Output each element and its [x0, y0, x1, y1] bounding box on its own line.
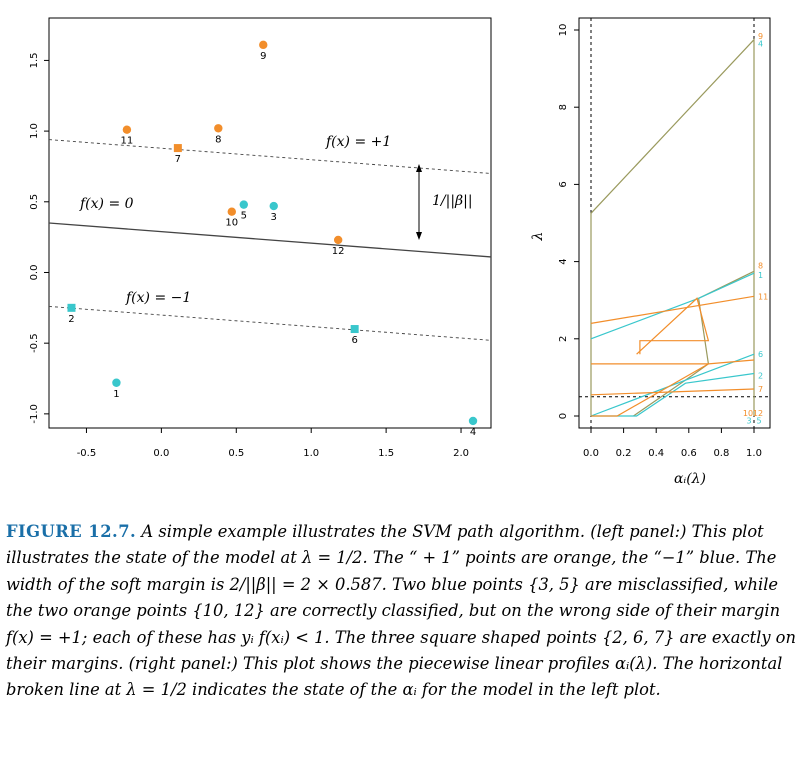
right-x-tick-label: 0.0 [583, 448, 599, 459]
alpha-profile-9 [591, 363, 709, 417]
right-x-axis: 0.0 0.2 0.4 0.6 0.8 1.0 [583, 428, 762, 459]
left-decision-lines: f(x) = +1 f(x) = 0 f(x) = −1 [48, 134, 492, 341]
left-y-axis: -1.0 -0.5 0.0 0.5 1.0 1.5 [29, 52, 49, 424]
end-label-7: 7 [758, 385, 763, 394]
end-label-5: 5 [756, 417, 761, 426]
decision-line-label-1: f(x) = 0 [79, 196, 134, 212]
end-label-3: 3 [746, 417, 751, 426]
point-label-4: 4 [470, 427, 476, 438]
right-reference-lines [579, 18, 770, 428]
left-y-tick-label: 1.5 [29, 52, 40, 68]
margin-arrow [416, 164, 422, 240]
right-y-tick-label: 0 [558, 413, 569, 419]
point-label-3: 3 [271, 212, 277, 223]
end-label-11: 11 [758, 292, 768, 301]
point-10 [227, 207, 236, 216]
decision-line-label-0: f(x) = +1 [325, 134, 391, 150]
right-x-tick-label: 0.6 [681, 448, 697, 459]
decision-line-label-2: f(x) = −1 [125, 290, 191, 306]
decision-line-2 [48, 305, 492, 341]
right-x-tick-label: 0.2 [616, 448, 632, 459]
point-label-11: 11 [121, 136, 134, 147]
alpha-profile-1 [633, 270, 755, 417]
alpha-profile-8 [590, 295, 755, 324]
point-9 [259, 40, 268, 50]
end-label-10: 10 [743, 409, 753, 418]
alpha-profile-7 [636, 297, 710, 355]
alpha-profile-3 [590, 353, 755, 417]
right-x-tick-label: 1.0 [746, 448, 762, 459]
point-label-12: 12 [332, 246, 345, 257]
right-x-tick-label: 0.8 [713, 448, 729, 459]
point-12 [333, 235, 343, 245]
margin-label: 1/||β|| [432, 193, 473, 209]
point-11 [122, 125, 132, 134]
left-y-tick-label: 0.5 [29, 194, 40, 210]
left-x-tick-label: 2.0 [453, 448, 469, 459]
figure-caption: FIGURE 12.7. A simple example illustrate… [6, 519, 796, 704]
right-plot-frame [578, 17, 771, 429]
right-x-tick-label: 0.4 [648, 448, 664, 459]
left-x-tick-label: 0.0 [153, 448, 169, 459]
alpha-profile-2 [591, 372, 755, 417]
point-label-8: 8 [215, 134, 221, 145]
right-y-tick-label: 10 [558, 24, 569, 37]
left-x-tick-label: 1.5 [378, 448, 394, 459]
left-x-tick-label: -0.5 [77, 448, 97, 459]
left-y-tick-label: 1.0 [29, 123, 40, 139]
end-label-1: 1 [758, 271, 763, 280]
end-label-8: 8 [758, 261, 763, 270]
right-y-tick-label: 8 [558, 104, 569, 110]
left-x-tick-label: 1.0 [303, 448, 319, 459]
right-y-tick-label: 6 [558, 181, 569, 187]
alpha-profile-4 [590, 272, 755, 340]
figure: -0.5 0.0 0.5 1.0 1.5 2.0 -1.0 -0.5 0.0 0.5 1.0 1.5… [29, 17, 771, 487]
left-x-axis: -0.5 0.0 0.5 1.0 1.5 2.0 [77, 428, 469, 459]
end-label-4: 4 [758, 40, 763, 49]
left-y-tick-label: 0.0 [29, 265, 40, 281]
figure-label: FIGURE 12.7. [6, 522, 137, 541]
point-label-7: 7 [175, 154, 181, 165]
point-2 [67, 303, 76, 312]
point-3 [269, 201, 278, 211]
right-y-tick-label: 2 [558, 336, 569, 342]
right-alpha-profiles [590, 38, 755, 417]
end-label-6: 6 [758, 350, 763, 359]
point-5 [239, 200, 248, 209]
left-y-tick-label: -0.5 [29, 333, 40, 353]
point-8 [214, 124, 223, 133]
decision-line-1 [48, 222, 492, 258]
point-4 [468, 416, 478, 426]
alpha-profile-0 [590, 38, 755, 416]
caption-text: A simple example illustrates the SVM pat… [6, 522, 796, 700]
right-y-axis: 0 2 4 6 8 10 [558, 24, 579, 419]
point-label-10: 10 [225, 218, 238, 229]
point-1 [112, 378, 121, 387]
left-x-tick-label: 0.5 [228, 448, 244, 459]
point-6 [350, 325, 359, 334]
point-label-2: 2 [68, 314, 74, 325]
right-y-tick-label: 4 [558, 258, 569, 264]
point-7 [173, 144, 182, 153]
end-label-12: 12 [753, 409, 763, 418]
point-label-1: 1 [113, 389, 119, 400]
right-x-axis-title: αᵢ(λ) [674, 471, 706, 487]
point-label-6: 6 [351, 335, 357, 346]
decision-line-0 [48, 139, 492, 174]
end-label-2: 2 [758, 371, 763, 380]
end-label-9: 9 [758, 32, 763, 41]
point-label-5: 5 [241, 211, 247, 222]
alpha-profile-5 [590, 388, 755, 396]
point-label-9: 9 [260, 51, 266, 62]
right-y-axis-title: λ [530, 232, 546, 242]
left-panel-scatter: -0.5 0.0 0.5 1.0 1.5 2.0 -1.0 -0.5 0.0 0.5 1.0 1.5… [29, 17, 492, 459]
left-y-tick-label: -1.0 [29, 404, 40, 424]
